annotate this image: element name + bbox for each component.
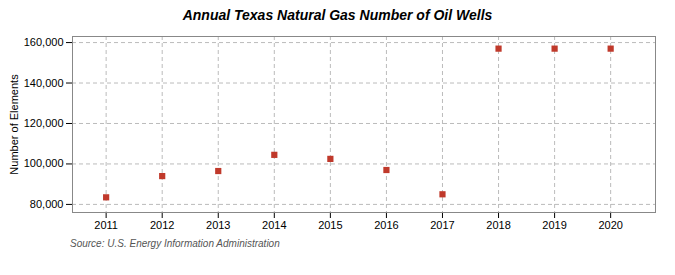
svg-text:80,000: 80,000	[30, 198, 64, 210]
svg-text:120,000: 120,000	[24, 117, 64, 129]
svg-text:100,000: 100,000	[24, 157, 64, 169]
svg-text:2018: 2018	[486, 219, 510, 231]
html-text:Annual Texas Natural Gas Numbe: Annual Texas Natural Gas Number of Oil W…	[182, 7, 493, 23]
html-text:Source: U.S. Energy Informatio: Source: U.S. Energy Information Administ…	[70, 238, 280, 249]
svg-text:2019: 2019	[542, 219, 566, 231]
svg-text:2017: 2017	[430, 219, 454, 231]
svg-text:2012: 2012	[150, 219, 174, 231]
svg-text:2020: 2020	[598, 219, 622, 231]
svg-text:2013: 2013	[206, 219, 230, 231]
svg-text:2015: 2015	[318, 219, 342, 231]
svg-text:140,000: 140,000	[24, 77, 64, 89]
svg-text:2016: 2016	[374, 219, 398, 231]
svg-text:160,000: 160,000	[24, 36, 64, 48]
svg-text:2014: 2014	[262, 219, 286, 231]
svg-text:Number of Elements: Number of Elements	[8, 74, 20, 175]
svg-text:2011: 2011	[94, 219, 118, 231]
